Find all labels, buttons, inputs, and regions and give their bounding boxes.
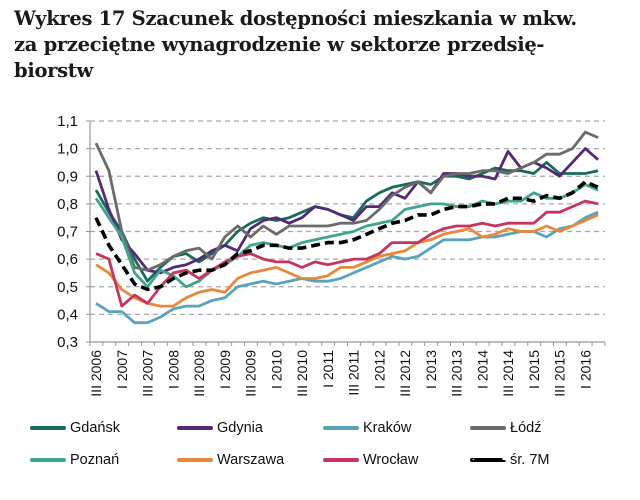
- x-tick-label: III 2011: [346, 350, 362, 396]
- y-tick-label: 1,1: [57, 113, 78, 130]
- series-line-gdynia: [94, 147, 600, 275]
- x-tick-label: I 2009: [217, 350, 233, 389]
- legend-swatch: [470, 458, 506, 462]
- series-line-wrocław: [95, 199, 599, 308]
- legend-swatch: [470, 426, 506, 430]
- series-line-kraków: [95, 210, 599, 325]
- x-tick-label: I 2011: [320, 350, 336, 388]
- data-series: [94, 130, 600, 325]
- y-tick-label: 1,0: [57, 141, 78, 158]
- legend-label: Kraków: [363, 420, 412, 436]
- x-tick-label: III 2012: [397, 350, 413, 397]
- x-tick-label: III 2013: [449, 350, 465, 397]
- chart-title: Wykres 17 Szacunek dostępności mieszkani…: [14, 6, 634, 84]
- x-tick-label: I 2007: [114, 350, 130, 389]
- legend-swatch: [177, 458, 213, 462]
- y-tick-label: 0,9: [57, 168, 78, 185]
- x-tick-label: III 2007: [140, 350, 156, 397]
- legend-item: Gdańsk: [30, 420, 120, 436]
- x-tick-label: III 2006: [88, 350, 104, 397]
- gridlines: [90, 120, 605, 315]
- legend-swatch: [323, 426, 359, 430]
- x-tick-label: I 2012: [371, 350, 387, 389]
- series-line-poznań: [94, 183, 599, 289]
- x-tick-label: III 2009: [243, 350, 259, 397]
- x-tick-label: I 2013: [423, 350, 439, 389]
- legend-swatch: [30, 458, 66, 462]
- x-tick-label: III 2014: [500, 350, 516, 397]
- legend-swatch: [177, 426, 213, 430]
- x-axis: III 2006 I 2007 III 2007 I 2008 III 2008 I 20…: [88, 341, 606, 397]
- legend-label: śr. 7M: [510, 452, 550, 468]
- chart-title-line-1: Wykres 17 Szacunek dostępności mieszkani…: [14, 7, 577, 30]
- x-tick-label: I 2016: [577, 350, 593, 389]
- legend-item: Gdynia: [177, 420, 263, 436]
- y-tick-label: 0,7: [57, 224, 78, 241]
- legend-item: Kraków: [323, 420, 411, 436]
- y-tick-label: 0,5: [57, 279, 78, 296]
- legend-item: Poznań: [30, 452, 119, 468]
- legend-item: śr. 7M: [470, 452, 549, 468]
- legend-item: Wrocław: [323, 452, 418, 468]
- y-tick-label: 0,8: [57, 196, 78, 213]
- y-tick-label: 0,6: [57, 251, 78, 268]
- legend-label: Gdynia: [217, 420, 263, 436]
- legend-label: Poznań: [70, 452, 120, 468]
- x-tick-label: I 2014: [474, 350, 490, 389]
- y-tick-label: 0,4: [57, 306, 78, 323]
- chart-title-line-2: za przeciętne wynagrodzenie w sektorze p…: [14, 33, 545, 56]
- x-tick-label: III 2010: [294, 350, 310, 397]
- line-chart: 0,3 0,4 0,5 0,6 0,7 0,8 0,9 1,0 1,1 III 2006 I 20…: [57, 113, 606, 397]
- series-line-warszawa: [95, 213, 599, 308]
- x-tick-label: III 2008: [191, 350, 207, 397]
- legend-item: Warszawa: [177, 452, 284, 468]
- y-axis: 0,3 0,4 0,5 0,6 0,7 0,8 0,9 1,0 1,1: [57, 113, 91, 351]
- legend-label: Łódź: [510, 420, 542, 436]
- x-tick-label: I 2015: [526, 350, 542, 389]
- legend-swatch: [30, 426, 66, 430]
- y-tick-label: 0,3: [57, 334, 78, 351]
- legend-label: Wrocław: [363, 452, 419, 468]
- chart-title-line-3: biorstw: [14, 59, 93, 82]
- legend-label: Warszawa: [217, 452, 285, 468]
- x-tick-label: I 2008: [165, 350, 181, 389]
- legend-label: Gdańsk: [70, 420, 120, 436]
- legend-item: Łódź: [470, 420, 541, 436]
- x-tick-label: III 2015: [552, 350, 568, 397]
- x-tick-label: I 2010: [268, 350, 284, 389]
- legend-swatch: [323, 458, 359, 462]
- series-line-łódź: [94, 130, 599, 272]
- series-line-śr-7m: [94, 180, 599, 292]
